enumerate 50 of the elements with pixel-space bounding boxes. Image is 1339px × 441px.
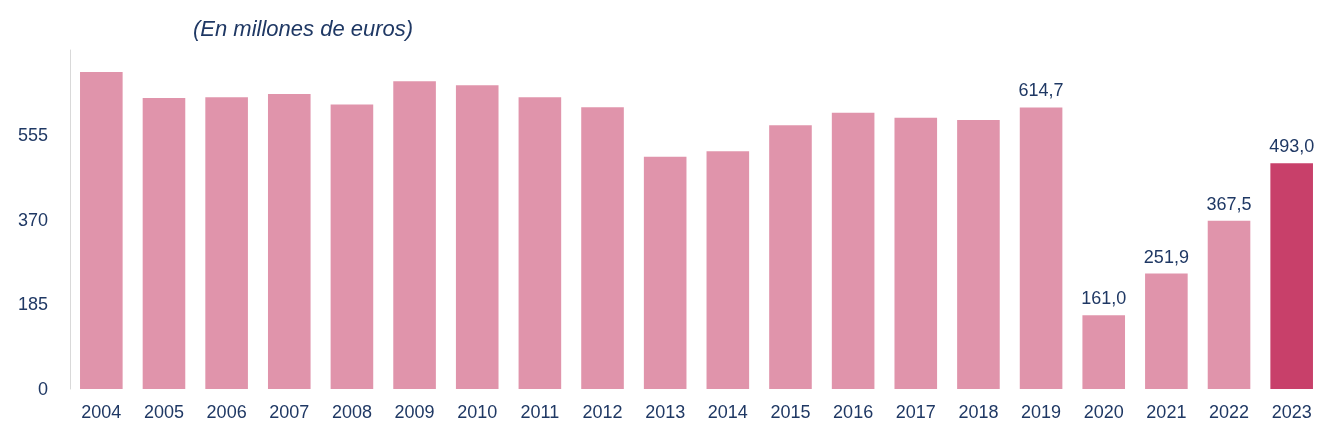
bar (831, 112, 875, 389)
bar (643, 156, 687, 389)
bar (393, 81, 436, 389)
x-tick-label: 2007 (269, 402, 310, 422)
bar (267, 93, 311, 389)
x-tick-label: 2018 (958, 402, 999, 422)
bar (706, 151, 750, 389)
x-tick-label: 2009 (394, 402, 435, 422)
x-tick-label: 2004 (81, 402, 122, 422)
y-tick-label: 555 (17, 124, 48, 145)
y-tick-label: 185 (17, 294, 48, 315)
x-tick-label: 2019 (1021, 402, 1062, 422)
x-tick-label: 2020 (1083, 402, 1124, 422)
bar (957, 120, 1000, 389)
bar (894, 117, 938, 389)
x-tick-label: 2021 (1146, 402, 1187, 422)
bar (1270, 163, 1313, 389)
data-label: 251,9 (1143, 246, 1189, 267)
bar (1145, 273, 1188, 389)
x-tick-label: 2005 (143, 402, 184, 422)
x-tick-label: 2010 (457, 402, 498, 422)
x-tick-label: 2017 (895, 402, 936, 422)
x-tick-label: 2023 (1271, 402, 1312, 422)
bar (80, 71, 123, 389)
data-label: 493,0 (1269, 136, 1315, 157)
x-tick-label: 2022 (1209, 402, 1250, 422)
y-tick-label: 0 (37, 379, 48, 399)
x-tick-label: 2013 (645, 402, 686, 422)
x-tick-label: 2014 (707, 402, 748, 422)
x-tick-label: 2006 (206, 402, 247, 422)
bar (1082, 315, 1126, 389)
bar (142, 98, 186, 389)
bar (769, 125, 812, 389)
bar (518, 97, 562, 389)
y-tick-label: 370 (17, 209, 48, 230)
bar (1207, 220, 1251, 389)
x-tick-label: 2015 (770, 402, 811, 422)
bar (1019, 107, 1063, 389)
x-tick-label: 2008 (331, 402, 372, 422)
data-label: 367,5 (1206, 193, 1252, 214)
x-tick-label: 2016 (833, 402, 874, 422)
data-label: 614,7 (1018, 80, 1064, 101)
bar (581, 107, 624, 389)
bar (455, 85, 499, 389)
data-label: 161,0 (1081, 288, 1127, 309)
x-tick-label: 2012 (582, 402, 623, 422)
bar (330, 104, 374, 389)
bar (205, 97, 248, 389)
x-tick-label: 2011 (520, 402, 560, 422)
chart-subtitle: (En millones de euros) (193, 15, 414, 41)
